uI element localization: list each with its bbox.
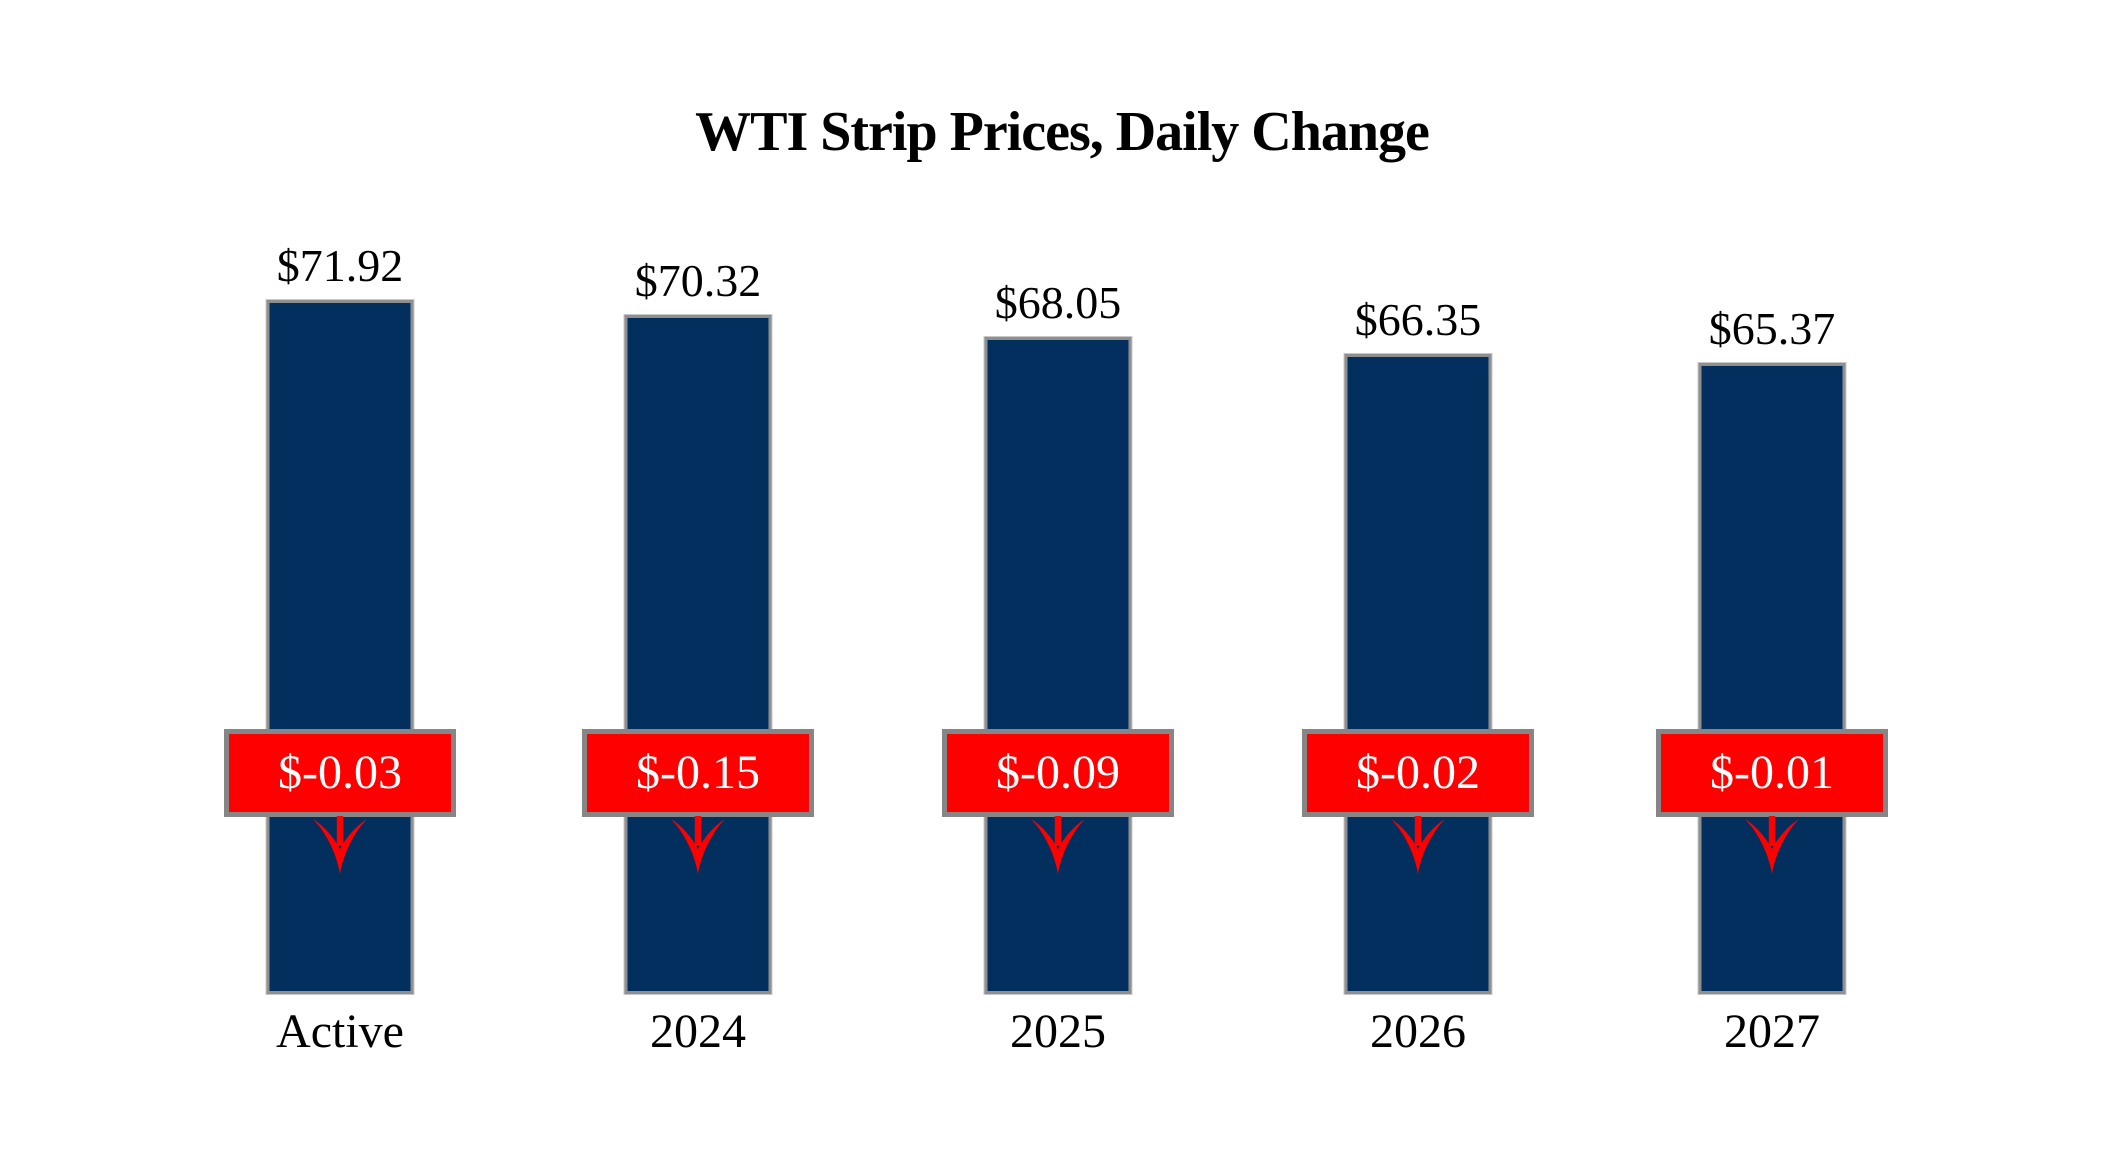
change-label: $-0.15	[636, 746, 760, 799]
down-arrow-icon	[1391, 816, 1445, 874]
price-bar	[1343, 353, 1493, 995]
category-label: Active	[276, 1005, 404, 1058]
down-arrow-icon	[1745, 816, 1799, 874]
down-arrow-icon	[1031, 816, 1085, 874]
category-label: 2025	[1010, 1005, 1106, 1058]
price-label: $68.05	[994, 277, 1122, 328]
category-label: 2024	[650, 1005, 746, 1058]
change-label: $-0.02	[1356, 746, 1480, 799]
down-arrow-icon	[671, 816, 725, 874]
price-label: $65.37	[1708, 303, 1836, 354]
price-bar	[983, 336, 1133, 995]
change-box: $-0.01	[1656, 729, 1888, 817]
category-label: 2026	[1370, 1005, 1466, 1058]
price-label: $70.32	[634, 255, 762, 306]
down-arrow-icon	[313, 816, 367, 874]
change-box: $-0.03	[224, 729, 456, 817]
category-label: 2027	[1724, 1005, 1820, 1058]
change-label: $-0.09	[996, 746, 1120, 799]
change-box: $-0.09	[942, 729, 1174, 817]
change-box: $-0.15	[582, 729, 814, 817]
price-bar	[265, 299, 415, 995]
change-label: $-0.01	[1710, 746, 1834, 799]
change-label: $-0.03	[278, 746, 402, 799]
price-bar	[623, 314, 773, 995]
price-label: $71.92	[276, 240, 404, 291]
change-box: $-0.02	[1302, 729, 1534, 817]
price-label: $66.35	[1354, 294, 1482, 345]
price-bar	[1697, 362, 1847, 995]
chart-title: WTI Strip Prices, Daily Change	[695, 101, 1430, 163]
